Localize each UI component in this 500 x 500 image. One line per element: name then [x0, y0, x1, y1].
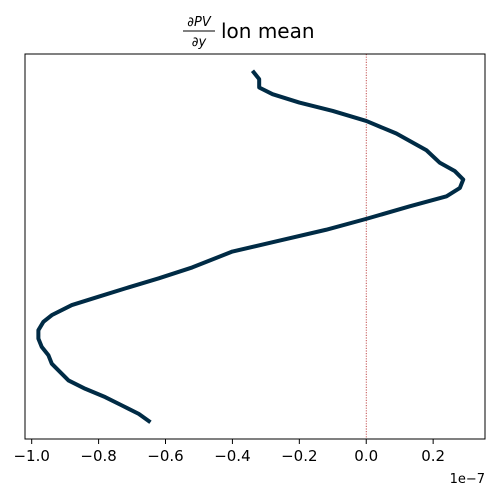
x-axis-ticks: −1.0 −0.8 −0.6 −0.4 −0.2 0.0 0.2 [13, 439, 445, 465]
x-offset-label: 1e−7 [450, 472, 485, 487]
x-tick-label: −1.0 [13, 447, 49, 465]
title-text: lon mean [221, 19, 315, 43]
x-tick-label: 0.2 [421, 447, 445, 465]
x-tick-label: −0.8 [80, 447, 116, 465]
x-tick-label: −0.2 [281, 447, 317, 465]
x-tick-label: −0.4 [214, 447, 250, 465]
title-fraction-numerator: ∂PV [187, 15, 212, 30]
series-line [36, 69, 466, 424]
x-tick-label: 0.0 [354, 447, 378, 465]
plot-frame [24, 53, 486, 440]
title-fraction-denominator: ∂y [192, 35, 207, 50]
chart-title: ∂PV ∂y lon mean [183, 15, 315, 50]
x-tick-label: −0.6 [147, 447, 183, 465]
